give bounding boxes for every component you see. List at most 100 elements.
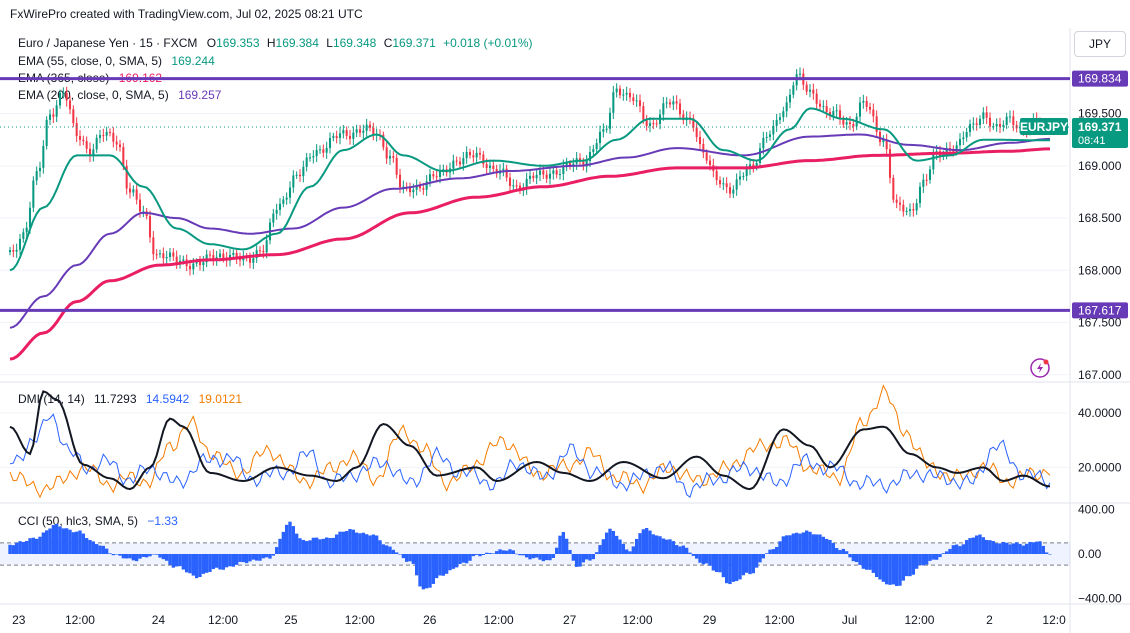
cci-bar <box>838 550 842 554</box>
ema200-legend[interactable]: EMA (200, close, 0, SMA, 5) 169.257 <box>18 88 221 102</box>
candle-body <box>338 133 342 138</box>
cci-bar <box>448 554 452 571</box>
cci-bar <box>248 554 252 562</box>
cci-bar <box>451 554 455 569</box>
cci-bar <box>128 554 132 559</box>
candle-body <box>812 89 815 94</box>
cci-bar <box>258 554 262 561</box>
cci-bar <box>931 554 935 560</box>
candle-body <box>155 254 158 256</box>
di-minus-line <box>9 384 1051 499</box>
candle-body <box>315 150 318 157</box>
cci-bar <box>141 554 145 557</box>
candle-body <box>188 266 192 270</box>
cci-bar <box>385 545 389 554</box>
cci-bar <box>685 547 689 554</box>
candle-body <box>955 145 958 152</box>
currency-button[interactable]: JPY <box>1074 31 1126 57</box>
cci-bar <box>728 554 732 585</box>
candle-body <box>112 132 115 142</box>
candle-body <box>752 164 755 168</box>
cci-bar <box>695 554 699 559</box>
dmi-legend[interactable]: DMI (14, 14) 11.7293 14.5942 19.0121 <box>18 392 242 406</box>
cci-name: CCI (50, hlc3, SMA, 5) <box>18 514 139 528</box>
ticker-badge[interactable] <box>1020 118 1068 136</box>
candle-body <box>702 144 705 153</box>
price-tick-label: 169.000 <box>1078 159 1122 173</box>
ema55-legend[interactable]: EMA (55, close, 0, SMA, 5) 169.244 <box>18 54 215 68</box>
candle-body <box>845 122 848 125</box>
cci-bar <box>305 541 309 554</box>
horizontal-level-badge <box>1072 70 1128 87</box>
candle-body <box>158 253 162 255</box>
cci-bar <box>978 534 982 554</box>
candle-body <box>602 129 605 132</box>
candle-body <box>858 102 862 117</box>
candle-body <box>648 123 652 127</box>
close-label: C <box>383 36 393 50</box>
time-tick-label: 12:00 <box>484 613 514 627</box>
candle-body <box>755 162 758 168</box>
cci-bar <box>705 554 709 564</box>
cci-bar <box>655 535 659 554</box>
symbol-legend[interactable]: Euro / Japanese Yen · 15 · FXCM O169.353… <box>18 36 533 50</box>
cci-bar <box>115 554 119 555</box>
cci-bar <box>511 550 515 554</box>
alert-icon[interactable] <box>1030 358 1050 378</box>
cci-bar <box>421 554 425 590</box>
cci-bar <box>221 554 225 570</box>
candle-body <box>832 111 835 116</box>
candle-body <box>135 189 138 200</box>
candle-body <box>272 213 275 223</box>
symbol-name: Euro / Japanese Yen · 15 · FXCM <box>18 36 198 50</box>
candle-body <box>55 105 58 117</box>
candle-body <box>22 232 25 239</box>
candle-body <box>88 148 92 156</box>
cci-bar <box>395 552 399 554</box>
cci-bar <box>541 554 545 562</box>
cci-bar <box>825 538 829 554</box>
cci-bar <box>581 554 585 563</box>
cci-bar <box>895 554 899 587</box>
candle-body <box>548 173 552 179</box>
candle-body <box>285 197 288 200</box>
candle-body <box>512 185 515 187</box>
time-tick-label: 12:00 <box>765 613 795 627</box>
cci-bar <box>281 531 285 554</box>
price-tick-label: 168.000 <box>1078 263 1122 277</box>
candle-body <box>348 135 352 139</box>
candle-body <box>388 156 392 159</box>
cci-bar <box>498 549 502 554</box>
candle-body <box>358 129 362 133</box>
cci-bar <box>355 532 359 554</box>
cci-bar <box>1048 554 1052 555</box>
horizontal-level-badge <box>1072 302 1128 319</box>
candle-body <box>195 261 198 264</box>
cci-bar <box>51 525 55 554</box>
cci-bar <box>425 554 429 589</box>
cci-legend[interactable]: CCI (50, hlc3, SMA, 5) −1.33 <box>18 514 178 528</box>
candle-body <box>52 114 55 117</box>
cci-bar <box>108 553 112 554</box>
candle-body <box>122 147 125 166</box>
cci-bar <box>105 548 109 554</box>
candle-body <box>395 157 398 175</box>
cci-bar <box>831 543 835 554</box>
ema200-name: EMA (200, close, 0, SMA, 5) <box>18 88 169 102</box>
header-bar: FxWirePro created with TradingView.com, … <box>0 0 1130 28</box>
candle-body <box>695 127 698 138</box>
ema200-value: 169.257 <box>178 88 222 102</box>
candle-body <box>415 185 418 190</box>
cci-pane <box>0 521 1070 590</box>
cci-bar <box>351 529 355 554</box>
cci-bar <box>98 545 102 554</box>
candle-body <box>482 154 485 165</box>
cci-bar <box>191 554 195 576</box>
cci-bar <box>711 554 715 571</box>
candle-body <box>962 137 965 140</box>
time-tick-label: 12:00 <box>65 613 95 627</box>
cci-bar <box>268 554 272 559</box>
candle-body <box>618 88 622 96</box>
change-value: +0.018 (+0.01%) <box>443 36 533 50</box>
